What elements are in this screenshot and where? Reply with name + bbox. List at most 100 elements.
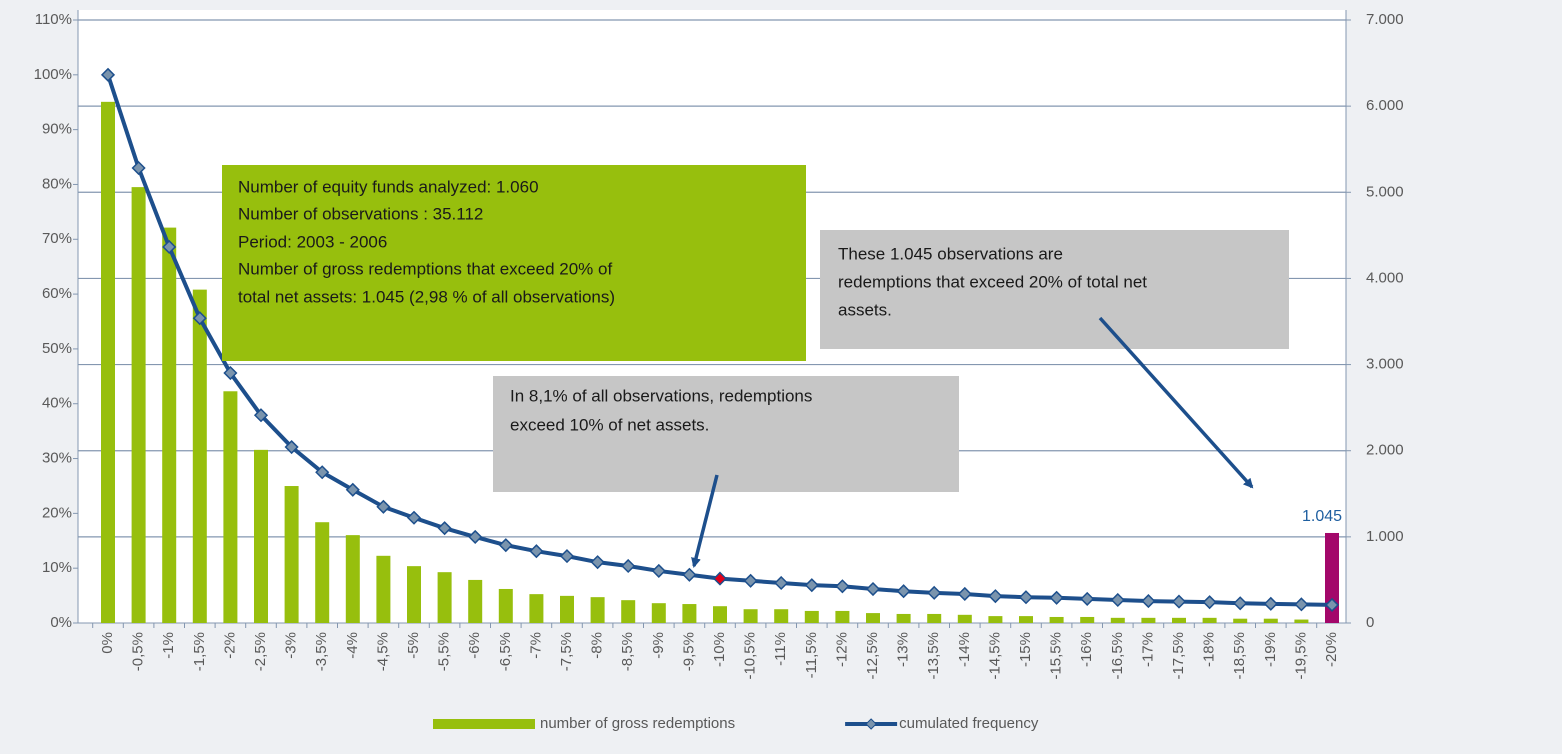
bar <box>1233 618 1248 623</box>
y2-tick-label: 7.000 <box>1366 11 1404 28</box>
annotation-text: Period: 2003 - 2006 <box>238 232 387 251</box>
x-tick-label: -15,5% <box>1048 632 1065 680</box>
bar <box>284 486 299 623</box>
x-tick-label: -16,5% <box>1109 632 1126 680</box>
y-tick-label: 40% <box>42 395 72 412</box>
y-tick-label: 70% <box>42 230 72 247</box>
marker <box>284 439 299 455</box>
x-tick-label: -12% <box>833 632 850 667</box>
marker <box>712 571 728 586</box>
x-tick-label: -13% <box>895 632 912 667</box>
bar <box>192 289 207 623</box>
grid: 0% 10% 20% 30% 40% 50% 60% 70% 80% 90% 100% 110% 0 1.… <box>34 10 1404 680</box>
y2-tick-label: 5.000 <box>1366 183 1404 200</box>
x-tick-label: -10% <box>711 632 728 667</box>
annotation-text: exceed 10% of net assets. <box>510 415 709 434</box>
bar <box>1263 618 1278 623</box>
marker <box>559 549 575 564</box>
annotation-box <box>222 165 806 361</box>
marker <box>223 365 238 381</box>
x-tick-label: -8% <box>589 632 606 659</box>
x-tick-label: -20% <box>1323 632 1340 667</box>
marker <box>100 67 116 82</box>
bar <box>1080 616 1095 623</box>
annotation-text: assets. <box>838 300 892 319</box>
y-tick-label: 110% <box>35 11 72 28</box>
marker <box>621 558 636 574</box>
x-tick-label: -12,5% <box>864 632 881 680</box>
marker <box>1294 597 1309 612</box>
bar <box>590 597 605 623</box>
bar <box>345 535 360 623</box>
annotation-text: In 8,1% of all observations, redemptions <box>510 386 812 405</box>
x-tick-label: -17,5% <box>1170 632 1187 680</box>
y2-tick-label: 1.000 <box>1366 528 1404 545</box>
x-tick-label: -7,5% <box>558 632 575 671</box>
bar <box>835 610 850 623</box>
marker <box>1141 594 1156 609</box>
marker <box>1018 590 1034 605</box>
marker <box>682 567 697 582</box>
y2-tick-label: 4.000 <box>1366 269 1404 286</box>
bar <box>560 595 574 623</box>
bar <box>804 610 819 623</box>
marker <box>162 239 177 255</box>
marker <box>1324 597 1340 612</box>
marker <box>345 482 360 497</box>
y2-tick-label: 3.000 <box>1366 356 1404 373</box>
bar <box>743 609 758 623</box>
marker <box>927 585 942 600</box>
bar <box>407 566 421 623</box>
y2-tick-label: 0 <box>1366 614 1374 631</box>
x-tick-label: -18,5% <box>1231 632 1248 680</box>
bar <box>315 522 330 623</box>
value-label: 1.045 <box>1302 508 1342 525</box>
x-tick-label: -14% <box>956 632 973 667</box>
x-tick-label: -6,5% <box>497 632 514 671</box>
x-tick-label: -2,5% <box>252 632 269 671</box>
annotation-text: Number of gross redemptions that exceed … <box>238 259 612 278</box>
marker <box>1171 594 1187 609</box>
bar <box>957 614 972 623</box>
bar <box>866 613 880 623</box>
bar <box>101 101 115 624</box>
legend-label: number of gross redemptions <box>540 715 735 732</box>
y-tick-label: 100% <box>34 66 72 83</box>
bar <box>1294 619 1309 623</box>
marker <box>774 575 789 591</box>
arrow <box>1098 316 1254 489</box>
annotation-box <box>493 376 959 492</box>
marker <box>406 510 422 525</box>
bar <box>1172 617 1186 623</box>
x-tick-label: -3,5% <box>313 632 330 671</box>
y-tick-label: 30% <box>42 450 72 467</box>
marker <box>1202 595 1217 610</box>
x-tick-label: -1% <box>160 632 177 659</box>
marker <box>743 573 758 588</box>
bar <box>1202 617 1217 623</box>
bar <box>498 588 513 623</box>
marker <box>498 538 513 553</box>
x-tick-label: -11% <box>772 632 789 666</box>
y-tick-label: 0% <box>50 614 72 631</box>
marker <box>804 578 819 593</box>
marker <box>468 529 483 544</box>
marker <box>1233 596 1248 611</box>
annotation-text: redemptions that exceed 20% of total net <box>838 272 1147 291</box>
annotation-text: total net assets: 1.045 (2,98 % of all o… <box>238 287 615 306</box>
bar <box>682 604 697 623</box>
bar <box>621 600 636 623</box>
x-tick-label: 0% <box>99 632 116 654</box>
marker <box>131 160 146 176</box>
bar <box>1110 617 1125 623</box>
marker <box>896 584 911 599</box>
y2-tick-label: 2.000 <box>1366 442 1404 459</box>
bar <box>223 391 238 623</box>
y-tick-label: 20% <box>42 504 72 521</box>
marker <box>1049 590 1064 605</box>
marker <box>988 589 1003 604</box>
bar <box>1019 616 1033 623</box>
x-tick-label: -3% <box>283 632 300 659</box>
x-tick-label: -2% <box>221 632 238 659</box>
